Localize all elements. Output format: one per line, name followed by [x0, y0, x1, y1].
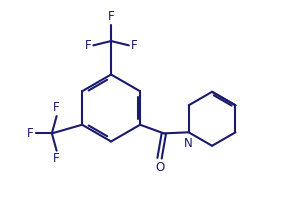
- Text: F: F: [53, 101, 60, 114]
- Text: N: N: [184, 137, 193, 150]
- Text: F: F: [27, 127, 34, 140]
- Text: F: F: [108, 10, 115, 23]
- Text: O: O: [155, 162, 164, 175]
- Text: F: F: [131, 39, 137, 52]
- Text: F: F: [53, 152, 60, 165]
- Text: F: F: [85, 39, 91, 52]
